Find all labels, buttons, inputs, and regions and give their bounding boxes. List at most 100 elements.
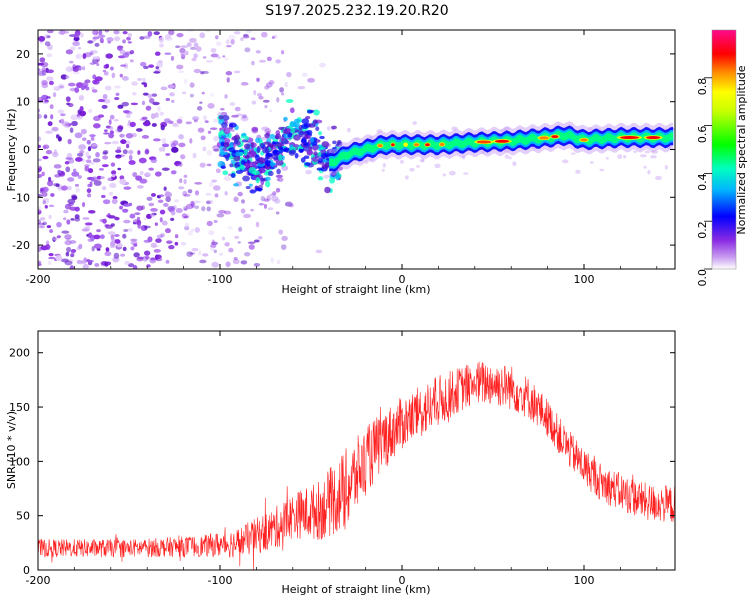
noise-speckle (133, 252, 140, 258)
noise-speckle (202, 253, 209, 257)
noise-speckle (77, 175, 82, 179)
noise-speckle (202, 146, 207, 152)
ridge-blob (228, 147, 236, 153)
ridge-blob (275, 159, 284, 166)
noise-speckle (72, 66, 80, 72)
ridge-blob (258, 157, 266, 165)
noise-speckle (152, 101, 160, 106)
ridge-hotspot (539, 136, 549, 140)
noise-speckle (116, 146, 122, 151)
noise-speckle (130, 246, 135, 251)
ridge-blob (301, 123, 309, 130)
noise-speckle (179, 47, 186, 54)
noise-speckle (78, 66, 82, 71)
noise-speckle (169, 120, 174, 125)
noise-speckle (39, 57, 46, 63)
noise-speckle (53, 86, 61, 91)
x-tick-label: 100 (574, 273, 595, 286)
noise-speckle (142, 92, 149, 96)
noise-speckle (50, 114, 54, 120)
noise-speckle (158, 147, 164, 152)
noise-speckle (213, 249, 217, 254)
noise-speckle (271, 36, 275, 39)
noise-speckle (210, 246, 215, 252)
ridge-blob (221, 115, 230, 121)
noise-speckle (150, 242, 157, 248)
noise-speckle (100, 176, 105, 180)
noise-speckle (307, 77, 315, 83)
noise-speckle (38, 62, 45, 66)
noise-speckle (165, 153, 171, 156)
noise-speckle (251, 60, 255, 66)
noise-speckle (82, 217, 90, 220)
noise-speckle (189, 93, 194, 98)
noise-speckle (271, 195, 279, 202)
noise-speckle (275, 211, 280, 215)
noise-speckle (110, 223, 115, 227)
noise-speckle (305, 169, 312, 175)
noise-speckle (71, 194, 77, 199)
noise-speckle (147, 30, 153, 37)
ridge-blob (265, 176, 271, 181)
snr-x-axis-label: Height of straight line (km) (281, 583, 430, 596)
noise-speckle (71, 171, 80, 177)
noise-speckle (647, 169, 651, 175)
noise-speckle (167, 84, 176, 89)
noise-speckle (255, 221, 260, 228)
noise-speckle (87, 209, 96, 214)
ridge-blob (233, 155, 241, 162)
noise-speckle (170, 142, 177, 149)
noise-speckle (124, 260, 131, 265)
ridge-blob (235, 170, 243, 174)
noise-speckle (56, 235, 61, 239)
noise-speckle (92, 30, 99, 36)
noise-speckle (258, 95, 264, 100)
noise-speckle (115, 149, 122, 154)
noise-speckle (241, 199, 246, 204)
noise-speckle (46, 240, 50, 246)
noise-speckle (269, 109, 273, 113)
ridge-blob (221, 122, 228, 128)
colorbar-ticks: 0.0 0.2 0.4 0.6 0.8 (696, 77, 712, 287)
noise-speckle (154, 222, 158, 226)
noise-speckle (173, 199, 180, 203)
noise-speckle (60, 113, 66, 117)
noise-speckle (78, 144, 87, 151)
noise-speckle (81, 228, 90, 232)
noise-speckle (61, 185, 68, 191)
noise-speckle (297, 85, 306, 90)
noise-speckle (125, 114, 131, 118)
noise-speckle (280, 244, 287, 251)
noise-speckle (132, 221, 137, 225)
noise-speckle (205, 60, 214, 63)
noise-speckle (164, 34, 172, 40)
noise-speckle (280, 92, 285, 96)
noise-speckle (65, 75, 70, 79)
noise-speckle (147, 93, 153, 99)
noise-speckle (89, 49, 98, 54)
ridge-blob (218, 131, 222, 139)
noise-speckle (102, 155, 109, 160)
noise-speckle (160, 86, 168, 91)
noise-speckle (112, 196, 118, 200)
noise-speckle (117, 104, 124, 109)
noise-speckle (104, 85, 112, 91)
noise-speckle (159, 217, 163, 223)
ridge-hotspot (619, 136, 640, 140)
noise-speckle (119, 178, 127, 185)
noise-speckle (264, 104, 268, 109)
ridge-blob (223, 141, 230, 148)
noise-speckle (65, 251, 70, 257)
noise-speckle (55, 255, 63, 261)
noise-speckle (42, 198, 49, 201)
noise-speckle (116, 242, 123, 248)
noise-speckle (165, 190, 170, 195)
noise-speckle (122, 75, 129, 81)
ridge-blob (289, 127, 296, 134)
ridge-blob (315, 126, 320, 132)
noise-speckle (76, 259, 82, 264)
noise-speckle (38, 260, 42, 265)
noise-speckle (399, 159, 404, 164)
ridge-blob (283, 147, 290, 152)
